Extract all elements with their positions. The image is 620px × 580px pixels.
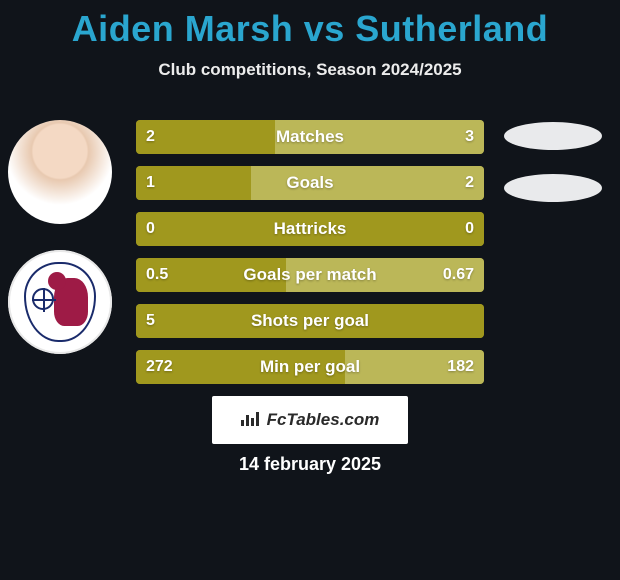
stat-row: 272182Min per goal [136, 350, 484, 384]
comparison-bars: 23Matches12Goals00Hattricks0.50.67Goals … [136, 120, 484, 396]
stat-bar-right [275, 120, 484, 154]
stat-row: 23Matches [136, 120, 484, 154]
stat-value-left: 272 [146, 350, 173, 384]
chart-icon [241, 410, 261, 431]
source-logo: FcTables.com [212, 396, 408, 444]
stat-row: 0.50.67Goals per match [136, 258, 484, 292]
date-text: 14 february 2025 [0, 454, 620, 475]
shield-icon [24, 262, 96, 342]
stat-bar-right [251, 166, 484, 200]
stat-value-right: 0 [465, 212, 474, 246]
stat-value-left: 5 [146, 304, 155, 338]
club-crest [8, 250, 112, 354]
stat-row: 00Hattricks [136, 212, 484, 246]
wheel-icon [32, 288, 54, 310]
stat-value-right: 182 [447, 350, 474, 384]
lion-icon [54, 278, 88, 326]
stat-value-right: 2 [465, 166, 474, 200]
stat-bar-left [136, 304, 484, 338]
right-oval-column [504, 122, 602, 226]
stat-bar-left [136, 120, 275, 154]
oval-placeholder [504, 122, 602, 150]
stat-value-right: 3 [465, 120, 474, 154]
stat-value-left: 2 [146, 120, 155, 154]
stat-bar-left [136, 212, 484, 246]
stat-row: 5Shots per goal [136, 304, 484, 338]
player-avatar [8, 120, 112, 224]
stat-value-right: 0.67 [443, 258, 474, 292]
source-logo-text: FcTables.com [267, 410, 380, 430]
page-title: Aiden Marsh vs Sutherland [0, 0, 620, 50]
oval-placeholder [504, 174, 602, 202]
stat-value-left: 1 [146, 166, 155, 200]
stat-value-left: 0.5 [146, 258, 168, 292]
avatar-column [8, 120, 118, 380]
stat-row: 12Goals [136, 166, 484, 200]
stat-value-left: 0 [146, 212, 155, 246]
page-subtitle: Club competitions, Season 2024/2025 [0, 60, 620, 80]
